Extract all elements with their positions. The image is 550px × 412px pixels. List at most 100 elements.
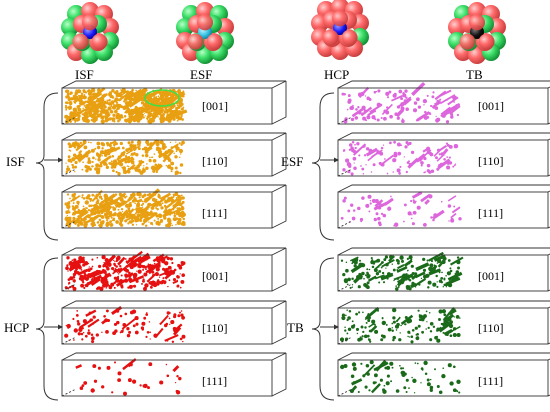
brace [35, 257, 63, 401]
brace-curve [35, 257, 59, 401]
red-atom [478, 33, 495, 50]
box-top [337, 247, 550, 256]
structure-label-tb: TB [466, 67, 483, 82]
direction-label: [001] [478, 99, 504, 113]
direction-label: [110] [478, 154, 504, 168]
box-side [271, 248, 287, 292]
direction-label: [110] [202, 154, 228, 168]
red-atom [82, 14, 98, 31]
box-top [61, 352, 287, 361]
simulation-box [337, 247, 550, 292]
atom-cluster [311, 0, 369, 60]
box-top [337, 132, 550, 141]
arrow-head [58, 324, 63, 330]
box-top [61, 132, 287, 141]
box-hidden-edge [61, 388, 77, 397]
box-hidden-edge [61, 283, 77, 292]
direction-label: [111] [478, 374, 504, 388]
group-label-hcp: HCP [4, 320, 30, 335]
box-front [61, 254, 273, 292]
box-side [271, 81, 287, 125]
box-top [337, 300, 550, 309]
group-label-esf: ESF [281, 154, 304, 169]
simulation-box [337, 352, 550, 397]
direction-label: [111] [202, 206, 228, 220]
red-atom [468, 2, 486, 20]
atom-cluster [61, 2, 119, 64]
box-hidden-edge [61, 116, 77, 125]
box-front [337, 254, 549, 292]
box-hidden-edge [337, 116, 353, 125]
brace [311, 92, 339, 241]
red-atom [322, 29, 339, 46]
red-atom [341, 29, 358, 46]
box-side [271, 301, 287, 345]
box-side [271, 133, 287, 177]
defect-atoms [64, 188, 186, 228]
structure-label-isf: ISF [75, 67, 94, 82]
simulation-box [61, 352, 287, 397]
box-front [337, 87, 549, 125]
box-top [61, 300, 287, 309]
direction-label: [111] [202, 374, 228, 388]
defect-atoms [64, 305, 186, 344]
box-hidden-edge [337, 336, 353, 345]
direction-label: [001] [478, 269, 504, 283]
red-atom [332, 10, 348, 27]
box-top [337, 184, 550, 193]
red-atom [187, 33, 204, 50]
brace [311, 257, 339, 401]
box-top [337, 352, 550, 361]
direction-label: [110] [202, 321, 228, 335]
red-atom [91, 33, 108, 50]
simulation-box [337, 80, 550, 125]
simulation-box [337, 132, 550, 177]
green-atom [81, 46, 99, 64]
box-front [61, 139, 273, 177]
box-side [271, 353, 287, 397]
simulation-box [61, 132, 287, 177]
red-atom [468, 46, 486, 64]
box-hidden-edge [337, 283, 353, 292]
arrow-head [334, 324, 339, 330]
box-front [61, 307, 273, 345]
red-atom [459, 33, 476, 50]
box-front [61, 191, 273, 229]
defect-atoms [75, 358, 182, 396]
red-atom [72, 33, 89, 50]
red-atom [196, 2, 214, 20]
box-hidden-edge [61, 336, 77, 345]
red-atom [206, 33, 223, 50]
box-top [61, 247, 287, 256]
red-atom [197, 14, 213, 31]
group-label-isf: ISF [6, 154, 25, 169]
box-front [337, 359, 549, 397]
box-side [271, 185, 287, 229]
box-front [337, 191, 549, 229]
direction-label: [001] [202, 99, 228, 113]
defect-atoms [64, 87, 188, 124]
defect-atoms [340, 359, 461, 395]
atom-cluster [448, 2, 506, 64]
red-atom [469, 14, 485, 31]
box-top [337, 80, 550, 89]
simulation-box [61, 247, 287, 292]
direction-label: [001] [202, 269, 228, 283]
red-atom [331, 42, 349, 60]
simulation-box [61, 80, 287, 125]
brace-curve [311, 257, 335, 401]
defect-atoms [64, 250, 186, 291]
green-atom [196, 46, 214, 64]
box-hidden-edge [61, 168, 77, 177]
box-hidden-edge [337, 388, 353, 397]
defect-atoms [339, 306, 461, 344]
brace-curve [311, 92, 335, 241]
defect-atoms [341, 81, 461, 124]
defect-atoms [340, 251, 464, 291]
arrow-head [58, 157, 63, 163]
box-hidden-edge [337, 220, 353, 229]
box-front [61, 87, 273, 125]
brace-curve [35, 92, 59, 241]
brace [35, 92, 63, 241]
